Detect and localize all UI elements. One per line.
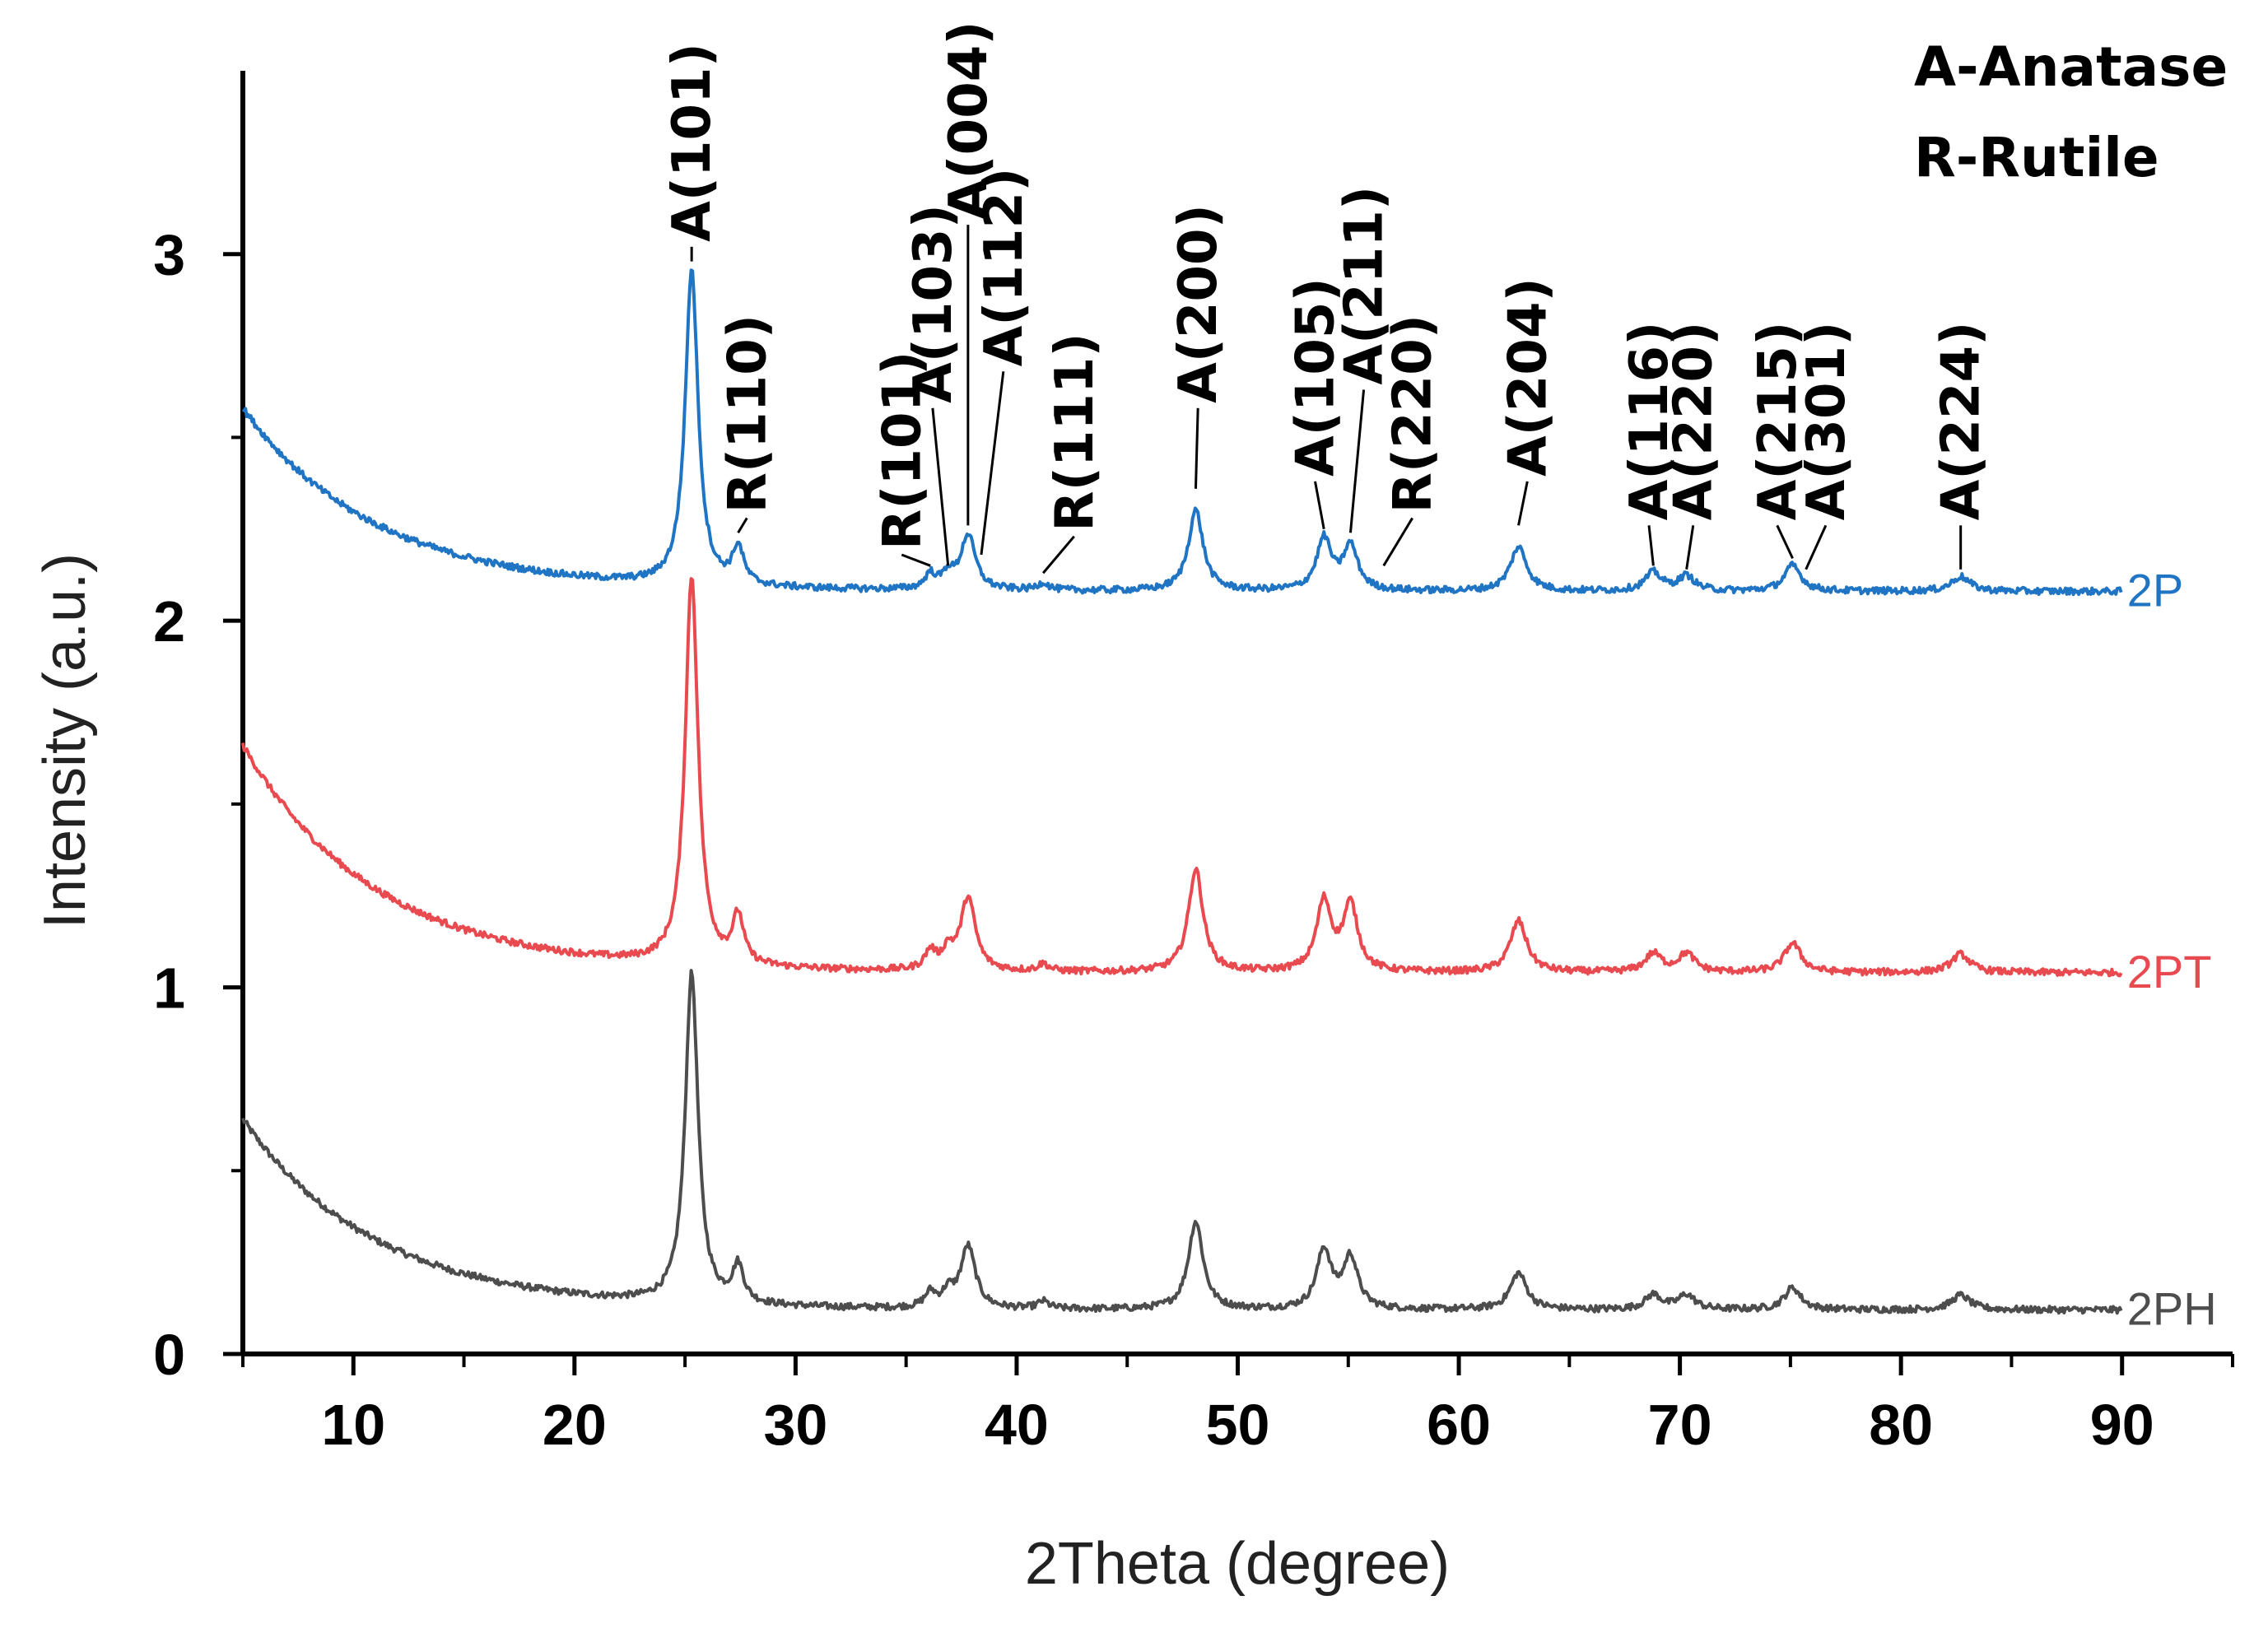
peak-annotation-label: R(110): [717, 314, 778, 513]
legend-note-rutile: R-Rutile: [1914, 126, 2159, 189]
series-line-2P: [241, 268, 2123, 597]
peak-annotation-label: A(116): [1619, 322, 1680, 521]
y-axis-title: Intensity (a.u.): [32, 553, 98, 928]
annotation-leader: [1647, 525, 1655, 566]
x-tick-label: 60: [1427, 1393, 1491, 1457]
series-line-2PH: [241, 969, 2123, 1315]
peak-annotation-label: A(215): [1748, 322, 1809, 521]
peak-annotation-label: A(224): [1931, 322, 1992, 521]
annotation-leader: [931, 407, 950, 566]
x-axis-title: 2Theta (degree): [1025, 1531, 1450, 1597]
x-tick-label: 40: [985, 1393, 1049, 1457]
peak-annotation-label: A(101): [662, 43, 723, 242]
annotation-leader: [1776, 524, 1794, 560]
peak-annotation-label: A(211): [1334, 186, 1395, 385]
annotation-leader: [1805, 524, 1828, 570]
annotation-leader: [1194, 407, 1199, 489]
x-tick-label: 90: [2090, 1393, 2154, 1457]
peak-annotation-label: A(103): [903, 204, 964, 403]
x-tick-label: 70: [1648, 1393, 1712, 1457]
series-label-2PH: 2PH: [2127, 1283, 2217, 1335]
peak-annotation-label: A(004): [938, 21, 999, 220]
series-group: 2PH 2PT 2P: [241, 268, 2217, 1335]
x-tick-label: 50: [1206, 1393, 1270, 1457]
annotation-leader: [1042, 535, 1075, 575]
peak-annotation-label: A(112): [974, 168, 1035, 367]
peak-annotation-label: R(111): [1045, 333, 1106, 531]
peak-annotation-label: A(301): [1796, 322, 1857, 521]
peak-annotations: A(101) R(110) R(101)A(103)A(004)A(112)R(11…: [662, 21, 1992, 575]
y-tick-label: 3: [153, 223, 185, 287]
series-label-2PT: 2PT: [2127, 946, 2212, 998]
x-tick-label: 20: [543, 1393, 607, 1457]
annotation-leader: [980, 371, 1005, 556]
peak-annotation-label: A(204): [1497, 277, 1558, 477]
annotation-leader: [1314, 481, 1325, 530]
y-ticks: 0 1 2 3: [153, 223, 243, 1387]
x-tick-label: 10: [321, 1393, 385, 1457]
x-tick-label: 80: [1869, 1393, 1933, 1457]
annotation-leader: [1685, 525, 1695, 570]
series-label-2P: 2P: [2127, 565, 2184, 616]
annotation-leader: [1382, 517, 1413, 567]
peak-annotation-label: A(220): [1664, 322, 1725, 521]
x-tick-label: 30: [763, 1393, 827, 1457]
y-tick-label: 0: [153, 1323, 185, 1387]
peak-annotation-label: R(101): [872, 351, 933, 550]
annotation-leader: [901, 553, 931, 567]
x-ticks: 10 20 30 40 50 60 70 80 90: [241, 1354, 2234, 1457]
series-line-2PT: [241, 577, 2123, 978]
peak-annotation-label: R(220): [1383, 314, 1444, 513]
peak-annotation-label: A(200): [1168, 204, 1229, 403]
y-tick-label: 2: [153, 589, 185, 654]
annotation-leader: [737, 517, 748, 534]
annotation-leader: [1517, 481, 1529, 526]
legend-note-anatase: A-Anatase: [1914, 35, 2228, 99]
annotation-leader: [1348, 389, 1366, 533]
y-tick-label: 1: [153, 956, 185, 1021]
peak-annotation-label: A(105): [1286, 277, 1347, 477]
